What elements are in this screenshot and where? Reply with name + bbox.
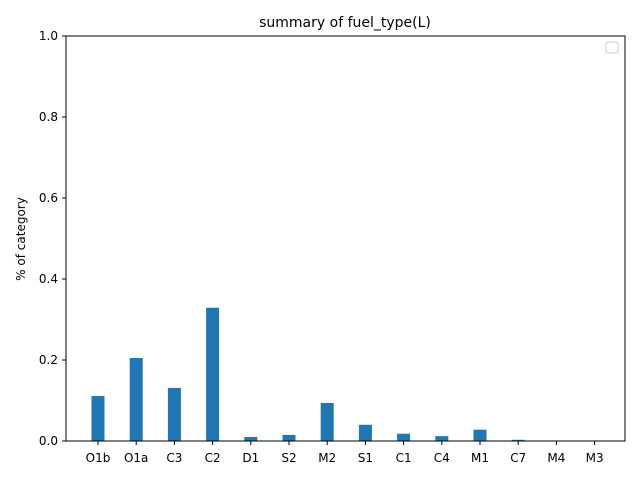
bar-s1 [358,424,372,441]
bar-c3 [167,387,181,441]
bar-m2 [320,402,334,441]
y-tick-label: 0.2 [39,353,58,367]
x-tick-label-o1a: O1a [124,451,148,465]
x-tick-label-m1: M1 [471,451,489,465]
x-ticks-group: O1b O1a C3 C2 D1 S2 M2 S1 C1 C4 M1 C7 M4 M3 [86,441,604,465]
bar-s2 [282,434,296,441]
y-axis-title: % of category [14,197,28,281]
x-tick-label-c3: C3 [166,451,182,465]
x-tick-label-c7: C7 [510,451,526,465]
x-tick-label-d1: D1 [242,451,259,465]
x-tick-label-s1: S1 [358,451,373,465]
chart-title: summary of fuel_type(L) [259,15,431,31]
x-tick-label-o1b: O1b [86,451,111,465]
x-tick-label-c1: C1 [396,451,412,465]
y-tick-label: 0.8 [39,110,58,124]
x-tick-label-s2: S2 [281,451,296,465]
y-tick-label: 0.0 [39,434,58,448]
y-ticks-group: 0.0 0.2 0.4 0.6 0.8 1.0 [39,29,66,448]
y-tick-label: 0.4 [39,272,58,286]
bar-c7 [511,439,525,441]
x-tick-label-m4: M4 [547,451,565,465]
bar-o1a [129,357,143,441]
bar-c2 [206,307,220,441]
legend-box [605,41,619,54]
x-tick-label-c4: C4 [434,451,450,465]
x-tick-label-m3: M3 [586,451,604,465]
x-tick-label-m2: M2 [318,451,336,465]
y-tick-label: 0.6 [39,191,58,205]
y-tick-label: 1.0 [39,29,58,43]
bar-m1 [473,429,487,441]
bar-c1 [397,433,411,441]
plot-frame [65,35,626,442]
bar-o1b [91,396,105,441]
x-tick-label-c2: C2 [205,451,221,465]
bars-group [91,307,602,441]
bar-c4 [435,436,449,441]
bar-d1 [244,436,258,441]
